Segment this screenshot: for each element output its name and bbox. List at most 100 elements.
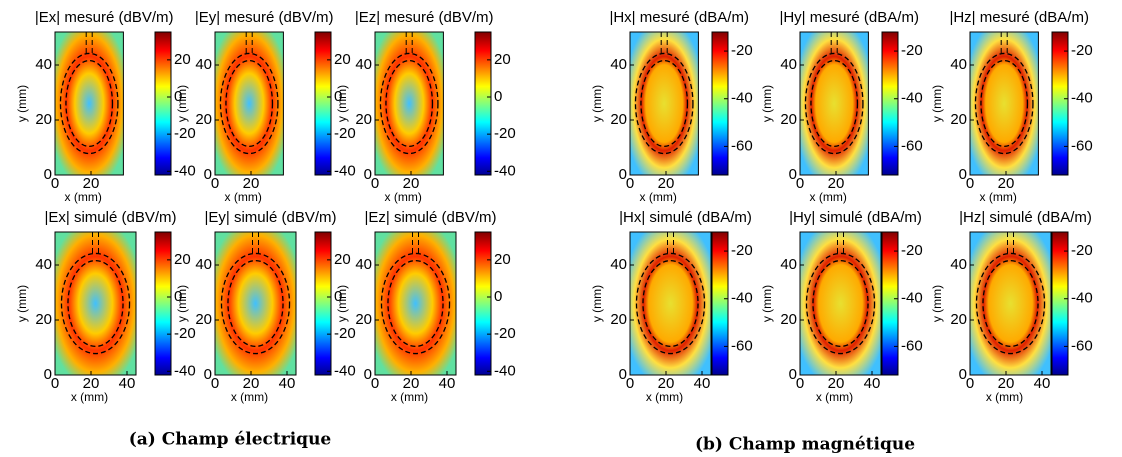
colorbar: [881, 31, 899, 176]
y-tick-label: 40: [950, 56, 967, 73]
colorbar-tick-label: -40: [494, 162, 516, 179]
colorbar-tick-label: 20: [494, 251, 511, 268]
antenna-outline: [219, 52, 279, 155]
y-tick-label: 40: [610, 56, 627, 73]
y-axis-label: y (mm): [335, 85, 349, 122]
y-tick-label: 0: [959, 366, 967, 383]
x-tick-label: 0: [371, 375, 379, 392]
antenna-outline: [640, 59, 689, 148]
plot-frame: [969, 231, 1052, 376]
y-tick-label: 0: [204, 366, 212, 383]
x-tick-label: 20: [998, 375, 1015, 392]
panel-title: |Hy| mesuré (dBA/m): [779, 9, 918, 26]
x-tick-label: 40: [1034, 375, 1051, 392]
antenna-outline: [387, 259, 444, 348]
colorbar: [154, 231, 172, 376]
plot-frame: [374, 231, 457, 376]
x-axis-label: x (mm): [640, 190, 677, 204]
y-tick-label: 40: [35, 56, 52, 73]
y-axis-label: y (mm): [175, 85, 189, 122]
y-tick-label: 40: [195, 256, 212, 273]
colorbar-tick-label: -20: [174, 325, 196, 342]
y-tick-label: 20: [355, 311, 372, 328]
colorbar-tick-label: -60: [1071, 337, 1093, 354]
colorbar-tick-label: -40: [731, 290, 753, 307]
colorbar-tick-label: 0: [494, 288, 502, 305]
panel-title: |Ex| simulé (dBV/m): [45, 209, 177, 226]
x-tick-label: 0: [626, 175, 634, 192]
colorbar-tick-label: -40: [1071, 290, 1093, 307]
colorbar-tick-label: -20: [494, 325, 516, 342]
antenna-outline: [810, 59, 859, 148]
antenna-outline: [982, 259, 1039, 348]
colorbar-tick-label: -20: [731, 242, 753, 259]
antenna-outline: [980, 59, 1029, 148]
colorbar-tick-label: 20: [334, 51, 351, 68]
y-tick-label: 20: [610, 311, 627, 328]
x-tick-label: 20: [243, 175, 260, 192]
panel-title: |Ey| simulé (dBV/m): [205, 209, 337, 226]
antenna-outline: [379, 52, 439, 155]
antenna-outline: [225, 59, 274, 148]
caption: (b) Champ magnétique: [695, 435, 915, 455]
colorbar-tick-label: -20: [334, 325, 356, 342]
x-axis-label: x (mm): [71, 390, 108, 404]
colorbar-tick-label: -40: [334, 362, 356, 379]
y-tick-label: 20: [195, 311, 212, 328]
plot-frame: [799, 231, 882, 376]
plot-frame: [629, 231, 712, 376]
panel-title: |Ey| mesuré (dBV/m): [195, 9, 334, 26]
x-tick-label: 0: [371, 175, 379, 192]
colorbar: [1051, 231, 1069, 376]
y-tick-label: 0: [364, 166, 372, 183]
colorbar: [314, 231, 332, 376]
colorbar-tick-label: 20: [174, 51, 191, 68]
x-tick-label: 20: [403, 175, 420, 192]
y-tick-label: 0: [959, 166, 967, 183]
y-tick-label: 20: [780, 311, 797, 328]
antenna-outline: [227, 259, 284, 348]
x-tick-label: 20: [998, 175, 1015, 192]
y-tick-label: 40: [950, 256, 967, 273]
colorbar-tick-label: -40: [1071, 90, 1093, 107]
x-tick-label: 0: [796, 375, 804, 392]
panel-title: |Ez| simulé (dBV/m): [365, 209, 497, 226]
x-tick-label: 20: [83, 375, 100, 392]
y-tick-label: 20: [355, 111, 372, 128]
x-axis-label: x (mm): [231, 390, 268, 404]
y-tick-label: 20: [195, 111, 212, 128]
panel-title: |Ez| mesuré (dBV/m): [355, 9, 494, 26]
x-tick-label: 40: [864, 375, 881, 392]
colorbar-tick-label: -40: [901, 90, 923, 107]
plot-frame: [629, 31, 699, 176]
caption: (a) Champ électrique: [129, 430, 332, 450]
y-tick-label: 40: [355, 256, 372, 273]
colorbar-tick-label: -40: [731, 90, 753, 107]
colorbar-tick-label: -60: [731, 337, 753, 354]
y-axis-label: y (mm): [930, 285, 944, 322]
y-tick-label: 40: [780, 256, 797, 273]
x-axis-label: x (mm): [225, 190, 262, 204]
colorbar-tick-label: 0: [334, 288, 342, 305]
antenna-outline: [974, 52, 1034, 155]
y-tick-label: 20: [35, 111, 52, 128]
colorbar-tick-label: -40: [174, 162, 196, 179]
y-axis-label: y (mm): [15, 285, 29, 322]
colorbar: [711, 231, 729, 376]
colorbar-tick-label: -20: [174, 125, 196, 142]
x-axis-label: x (mm): [385, 190, 422, 204]
x-axis-label: x (mm): [810, 190, 847, 204]
plot-frame: [214, 31, 284, 176]
y-tick-label: 20: [35, 311, 52, 328]
colorbar-tick-label: -20: [731, 42, 753, 59]
colorbar: [1051, 31, 1069, 176]
colorbar: [154, 31, 172, 176]
x-tick-label: 0: [966, 375, 974, 392]
panel-title: |Hz| mesuré (dBA/m): [949, 9, 1088, 26]
colorbar-tick-label: -40: [174, 362, 196, 379]
antenna-outline: [67, 259, 124, 348]
plot-frame: [799, 31, 869, 176]
colorbar-tick-label: 20: [494, 51, 511, 68]
y-tick-label: 0: [364, 366, 372, 383]
